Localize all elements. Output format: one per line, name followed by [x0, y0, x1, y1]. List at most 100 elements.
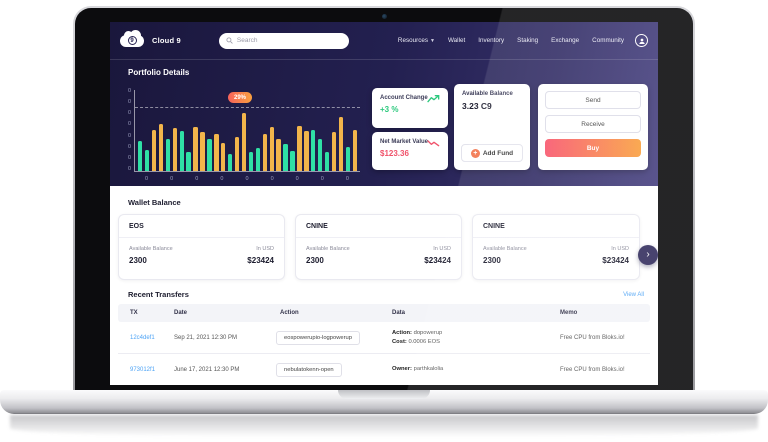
webcam-icon [382, 14, 387, 19]
col-tx: TX [130, 310, 138, 316]
chart-bar [311, 129, 316, 171]
chart-bar [317, 139, 323, 171]
y-tick-label: 0 [127, 154, 131, 161]
x-tick-label: 0 [320, 176, 324, 182]
chart-bar [283, 144, 288, 171]
chart-bar [241, 112, 247, 171]
chart-bar [297, 125, 302, 171]
dashboard-body: Wallet Balance EOS Available Balance 230… [110, 186, 658, 385]
x-tick-label: 0 [170, 176, 174, 182]
navbar: 9 Cloud 9 Resources ▼ [110, 22, 658, 60]
data-key: Owner: [392, 366, 412, 372]
search-input[interactable] [236, 37, 342, 44]
account-change-label: Account Change [380, 95, 428, 101]
available-label: Available Balance [483, 246, 527, 252]
nav-item-inventory[interactable]: Inventory [478, 37, 504, 44]
transfer-data: Owner: parthkalolia [380, 365, 548, 374]
wallet-card-name: EOS [119, 215, 284, 238]
nav-item-label: Community [592, 37, 624, 44]
nav-item-wallet[interactable]: Wallet [448, 37, 465, 44]
wallet-card-cnine-2: CNINE Available Balance 2300 In USD $234… [472, 214, 640, 280]
chart-bar [151, 129, 157, 171]
chart-threshold-line [135, 106, 360, 108]
nav-item-resources[interactable]: Resources ▼ [398, 37, 435, 44]
data-key: Cost: [392, 338, 407, 345]
col-action: Action [280, 310, 299, 316]
laptop-notch [338, 390, 430, 399]
chart-bar [179, 131, 184, 171]
table-row: 973012f1 June 17, 2021 12:30 PM nebulato… [118, 354, 650, 385]
wallet-card-eos: EOS Available Balance 2300 In USD $23424 [118, 214, 285, 280]
chart-y-ticks: 0 0 0 0 0 0 0 0 [120, 88, 131, 172]
transfer-memo: Free CPU from Bloks.io! [560, 366, 625, 373]
send-button[interactable]: Send [545, 91, 641, 109]
available-label: Available Balance [129, 246, 173, 252]
dashboard-header: 9 Cloud 9 Resources ▼ [110, 22, 658, 186]
recent-transfers-title: Recent Transfers [128, 290, 189, 299]
data-value: dopowerup [413, 329, 443, 336]
available-balance-value: 3.23 C9 [462, 101, 492, 111]
view-all-link[interactable]: View All [623, 292, 644, 298]
person-icon [638, 38, 645, 44]
chart-x-ticks: 0 0 0 0 0 0 0 0 0 [134, 176, 360, 182]
tx-link[interactable]: 973012f1 [130, 366, 156, 373]
account-change-card: Account Change +3 % [372, 88, 448, 128]
chart-bar [186, 152, 191, 171]
wallet-card-name: CNINE [296, 215, 461, 238]
quick-actions-card: Send Receive Buy [538, 84, 648, 170]
trend-up-icon [427, 95, 440, 103]
x-tick-label: 0 [345, 176, 349, 182]
user-avatar[interactable] [635, 34, 648, 47]
x-tick-label: 0 [270, 176, 274, 182]
tx-link[interactable]: 12c4def1 [130, 334, 155, 341]
chart-bar [158, 124, 164, 171]
chart-percent-badge: 29% [228, 92, 253, 103]
available-value: 2300 [306, 256, 324, 265]
chart-bar [207, 139, 212, 171]
nav-item-label: Wallet [447, 37, 466, 44]
chevron-down-icon: ▼ [430, 37, 435, 44]
x-tick-label: 0 [295, 176, 299, 182]
chart-bar [200, 132, 205, 171]
buy-button[interactable]: Buy [545, 139, 641, 157]
add-fund-label: Add Fund [482, 149, 514, 157]
search-box[interactable] [218, 32, 349, 49]
transfer-date: June 17, 2021 12:30 PM [174, 366, 240, 373]
usd-label: In USD [611, 246, 629, 252]
chart-bar [165, 139, 171, 171]
laptop-reflection [10, 415, 758, 437]
nav-item-exchange[interactable]: Exchange [551, 37, 579, 44]
chart-bar [338, 116, 344, 171]
y-tick-label: 0 [127, 143, 131, 150]
search-icon [226, 37, 233, 44]
net-market-value-amount: $123.36 [380, 149, 409, 158]
laptop-frame: 9 Cloud 9 Resources ▼ [73, 6, 695, 392]
col-date: Date [174, 310, 188, 316]
chart-bar [214, 133, 219, 171]
data-value: 0.0006 EOS [408, 338, 441, 345]
chart-bar [172, 128, 178, 171]
plus-icon: + [470, 148, 480, 158]
nav-item-label: Exchange [551, 37, 580, 44]
chart-bar [262, 133, 268, 171]
available-value: 2300 [129, 256, 147, 265]
transfer-date: Sep 21, 2021 12:30 PM [174, 334, 238, 341]
y-tick-label: 0 [127, 99, 131, 106]
carousel-next-button[interactable]: › [638, 245, 658, 265]
usd-value: $23424 [602, 256, 629, 265]
nav-item-label: Inventory [478, 37, 505, 44]
net-market-value-card: Net Market Value $123.36 [372, 132, 448, 170]
chart-bar [352, 129, 357, 171]
usd-label: In USD [256, 246, 274, 252]
chart-bar [193, 127, 198, 171]
cloud-logo-icon[interactable]: 9 [120, 29, 144, 47]
add-fund-button[interactable]: + Add Fund [461, 144, 523, 162]
nav-links: Resources ▼ Wallet Inventory Staking [398, 37, 624, 44]
chevron-right-icon: › [646, 249, 650, 260]
nav-item-staking[interactable]: Staking [517, 37, 538, 44]
trend-down-icon [427, 140, 440, 147]
chart-bar [144, 149, 150, 171]
transfer-data: Action: dopowerup Cost: 0.0006 EOS [380, 329, 548, 347]
nav-item-community[interactable]: Community [592, 37, 624, 44]
receive-button[interactable]: Receive [545, 115, 641, 133]
